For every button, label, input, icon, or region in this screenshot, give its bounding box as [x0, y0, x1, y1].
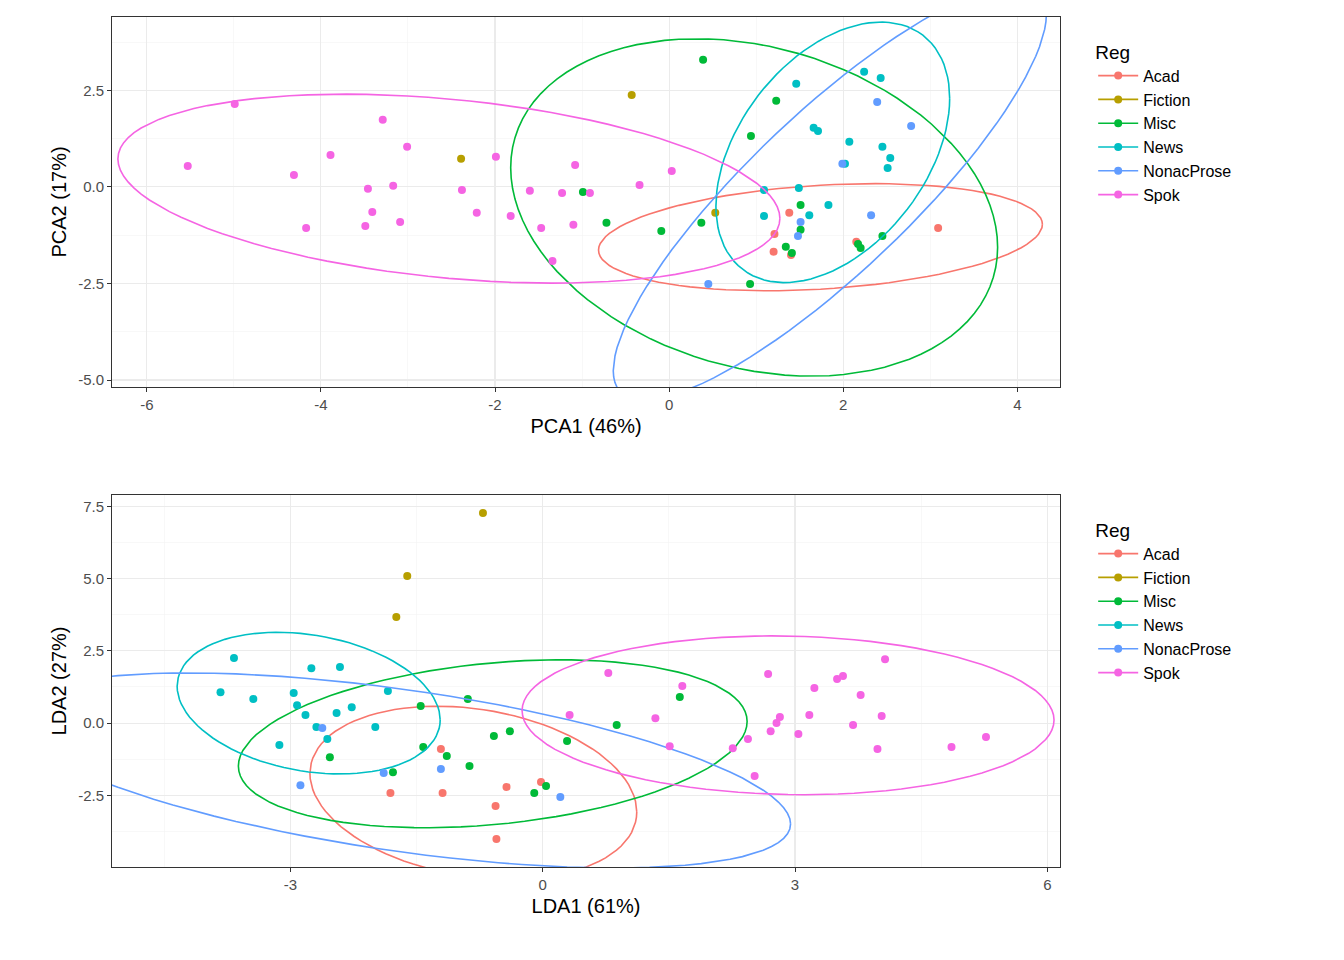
svg-text:Fiction: Fiction: [1143, 92, 1190, 109]
svg-text:-5.0: -5.0: [78, 371, 104, 388]
svg-text:-2.5: -2.5: [78, 275, 104, 292]
svg-text:LDA1 (61%): LDA1 (61%): [532, 895, 641, 917]
svg-text:Reg: Reg: [1095, 42, 1130, 63]
svg-text:Misc: Misc: [1143, 593, 1176, 610]
svg-text:-3: -3: [284, 876, 297, 893]
svg-text:7.5: 7.5: [83, 498, 104, 515]
svg-text:Spok: Spok: [1143, 665, 1180, 682]
svg-text:-4: -4: [314, 396, 327, 413]
svg-text:NonacProse: NonacProse: [1143, 641, 1231, 658]
svg-text:Reg: Reg: [1095, 520, 1130, 541]
svg-text:Spok: Spok: [1143, 187, 1180, 204]
svg-text:-2.5: -2.5: [78, 787, 104, 804]
svg-text:0: 0: [665, 396, 673, 413]
svg-text:0: 0: [539, 876, 547, 893]
svg-text:LDA2 (27%): LDA2 (27%): [48, 627, 70, 736]
svg-text:-2: -2: [488, 396, 501, 413]
svg-text:5.0: 5.0: [83, 570, 104, 587]
svg-text:6: 6: [1043, 876, 1051, 893]
svg-text:2.5: 2.5: [83, 642, 104, 659]
svg-text:3: 3: [791, 876, 799, 893]
svg-text:Acad: Acad: [1143, 546, 1179, 563]
svg-text:PCA1 (46%): PCA1 (46%): [530, 415, 641, 437]
svg-text:2: 2: [839, 396, 847, 413]
svg-text:NonacProse: NonacProse: [1143, 163, 1231, 180]
svg-text:Misc: Misc: [1143, 115, 1176, 132]
svg-text:-6: -6: [140, 396, 153, 413]
svg-text:2.5: 2.5: [83, 82, 104, 99]
svg-text:News: News: [1143, 139, 1183, 156]
svg-text:0.0: 0.0: [83, 178, 104, 195]
svg-text:Acad: Acad: [1143, 68, 1179, 85]
svg-text:4: 4: [1013, 396, 1021, 413]
svg-text:News: News: [1143, 617, 1183, 634]
svg-text:PCA2 (17%): PCA2 (17%): [48, 146, 70, 257]
svg-text:0.0: 0.0: [83, 714, 104, 731]
svg-text:Fiction: Fiction: [1143, 570, 1190, 587]
